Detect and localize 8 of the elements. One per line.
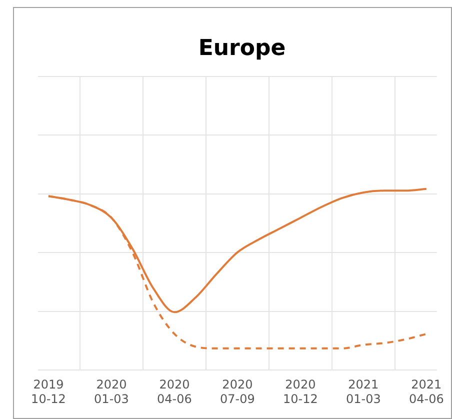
x-tick-label: 2020 10-12 xyxy=(283,378,318,406)
x-tick-label: 2021 04-06 xyxy=(408,378,444,406)
chart-title: Europe xyxy=(198,36,286,61)
x-tick-label: 2020 07-09 xyxy=(220,378,255,406)
x-tick-label: 2021 01-03 xyxy=(346,378,381,406)
x-tick-label: 2020 01-03 xyxy=(94,378,129,406)
x-tick-label: 2019 10-12 xyxy=(31,378,66,406)
x-tick-label: 2020 04-06 xyxy=(157,378,192,406)
